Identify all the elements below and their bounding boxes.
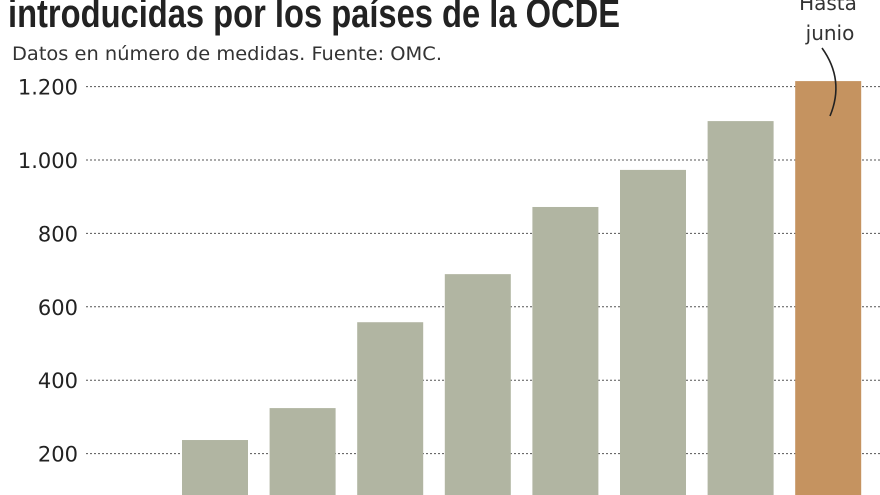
- chart-title: introducidas por los países de la OCDE: [8, 0, 620, 36]
- bar: [795, 81, 862, 495]
- y-tick-label: 1.000: [18, 149, 78, 173]
- annotation-line-2: junio: [805, 21, 855, 45]
- y-tick-label: 800: [38, 222, 78, 246]
- bar: [182, 440, 248, 495]
- annotation-pointer: [821, 47, 837, 117]
- bar: [269, 408, 336, 495]
- chart-subtitle: Datos en número de medidas. Fuente: OMC.: [12, 43, 442, 65]
- bar: [532, 206, 599, 495]
- bar: [620, 169, 686, 495]
- y-tick-label: 200: [38, 443, 78, 467]
- bar: [444, 274, 511, 495]
- annotation-line-1: Hasta: [799, 0, 857, 15]
- bar: [357, 322, 424, 495]
- y-tick-label: 1.200: [18, 76, 78, 100]
- bar: [707, 121, 774, 495]
- y-tick-label: 600: [38, 296, 78, 320]
- y-tick-label: 400: [38, 369, 78, 393]
